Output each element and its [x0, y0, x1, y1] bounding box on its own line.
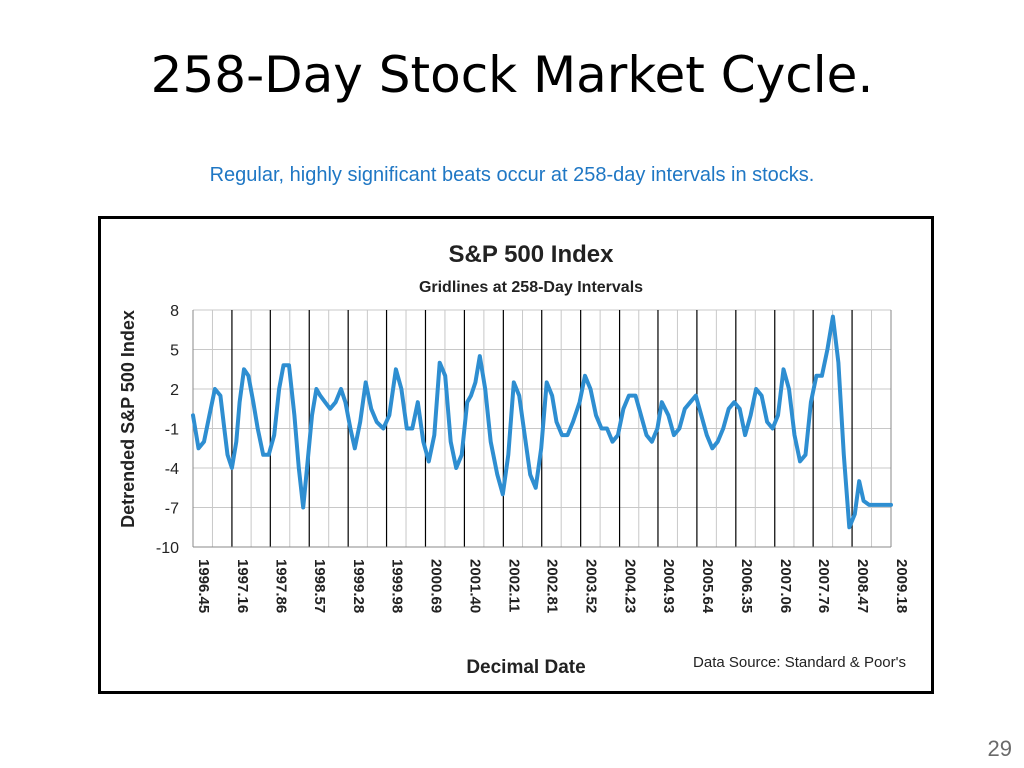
page-number: 29	[987, 736, 1012, 761]
x-tick-label: 2005.64	[699, 559, 716, 614]
chart-subtitle: Gridlines at 258-Day Intervals	[419, 279, 643, 296]
x-tick-label: 1996.45	[195, 559, 212, 613]
sp500-series-line	[191, 314, 893, 530]
x-tick-label: 2007.76	[815, 559, 832, 613]
sp500-chart: S&P 500 Index Gridlines at 258-Day Inter…	[118, 241, 910, 678]
x-tick-label: 1999.98	[389, 559, 406, 613]
y-tick-label: -1	[165, 422, 179, 439]
x-tick-label: 2000.69	[427, 559, 444, 613]
x-tick-label: 2006.35	[738, 559, 755, 613]
y-tick-label: -10	[156, 540, 179, 557]
data-source-note: Data Source: Standard & Poor's	[693, 654, 906, 671]
y-tick-label: -7	[165, 501, 179, 518]
slide-title: 258-Day Stock Market Cycle.	[150, 46, 874, 104]
y-tick-label: 5	[170, 343, 179, 360]
x-tick-label: 2001.40	[466, 559, 483, 613]
x-tick-label: 2003.52	[583, 559, 600, 613]
x-tick-label: 2002.11	[505, 559, 522, 612]
x-tick-label: 2004.93	[660, 559, 677, 613]
x-tick-label: 1997.86	[272, 559, 289, 613]
x-tick-label: 1998.57	[311, 559, 328, 613]
x-tick-label: 1997.16	[234, 559, 251, 613]
x-tick-label: 2004.23	[622, 559, 639, 613]
y-axis-label: Detrended S&P 500 Index	[118, 310, 138, 528]
x-tick-label: 2008.47	[854, 559, 871, 613]
plot-area: 8 5 2 -1 -4 -7 -10 1996.45 1997.16 1997.86 1998.57…	[156, 303, 910, 614]
slide-subtitle: Regular, highly significant beats occur …	[209, 164, 815, 186]
x-tick-label: 2009.18	[893, 559, 910, 613]
x-tick-label: 2002.81	[544, 559, 561, 613]
chart-title: S&P 500 Index	[449, 241, 615, 268]
chart-frame: S&P 500 Index Gridlines at 258-Day Inter…	[98, 216, 934, 694]
y-tick-label: -4	[165, 461, 179, 478]
y-tick-label: 2	[170, 382, 179, 399]
y-tick-label: 8	[170, 303, 179, 320]
x-tick-label: 2007.06	[777, 559, 794, 613]
x-tick-label: 1999.28	[350, 559, 367, 613]
x-axis-label: Decimal Date	[466, 657, 585, 678]
